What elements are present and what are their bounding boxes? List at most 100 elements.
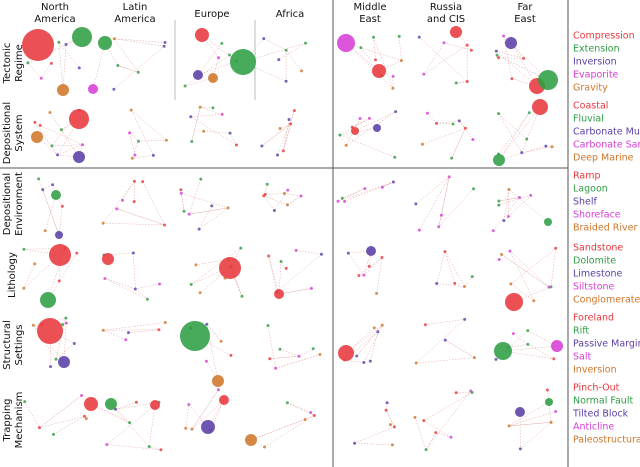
edge [415,176,450,205]
edge [269,356,300,359]
minor-node [465,43,469,47]
edge [90,403,130,423]
minor-node [48,110,52,114]
edge [131,109,167,141]
edge [376,257,383,294]
edge [44,194,57,231]
minor-node [525,137,529,141]
edge [261,123,291,147]
minor-node [132,200,136,204]
edge [373,37,394,89]
edge [230,266,243,297]
edge [276,253,322,292]
node [373,124,381,132]
edge [78,144,83,158]
minor-node [33,262,37,266]
minor-node [164,138,168,142]
node [515,407,525,417]
edge [128,329,159,333]
edge [345,42,394,89]
edge [40,63,52,79]
column-header: East [359,14,381,25]
edge [38,178,60,236]
minor-node [284,79,288,83]
minor-node [147,445,151,449]
minor-node [362,360,366,364]
legend-entry: Conglomerate [573,295,640,306]
minor-node [103,276,107,280]
edge [438,176,450,227]
minor-node [101,221,105,225]
minor-node [126,331,130,335]
legend-entry: Shelf [573,197,598,208]
edge [122,181,135,201]
column-header: America [114,14,155,25]
edge [229,267,243,297]
edge [423,420,452,438]
minor-node [491,229,495,233]
minor-node [112,37,116,41]
minor-node [240,294,244,298]
edge [444,251,456,284]
minor-node [297,354,301,358]
edge [53,416,85,435]
edge [503,189,510,221]
edge [278,261,282,295]
edge [250,415,315,441]
minor-node [228,131,232,135]
edge [104,278,148,300]
edge [106,444,161,451]
node [219,395,229,405]
edge [339,118,370,136]
minor-node [189,115,193,119]
minor-node [210,204,214,208]
minor-node [284,48,288,52]
legend-entry: Lagoon [573,184,608,195]
minor-node [424,448,428,452]
minor-node [128,131,132,135]
row-label: Trapping [2,398,13,442]
legend-entry: Ramp [573,171,601,182]
column-header: and CIS [427,14,465,25]
minor-node [133,287,137,291]
minor-node [159,448,163,452]
edge [206,324,222,342]
edge [148,404,156,447]
node [69,109,89,129]
minor-node [550,145,554,149]
minor-node [358,117,362,121]
minor-node [376,330,380,334]
minor-node [443,250,447,254]
node [532,99,548,115]
edge [342,188,365,199]
minor-node [511,332,515,336]
edge [427,113,437,124]
minor-node [414,202,418,206]
minor-node [343,199,347,203]
legend-entry: Inversion [573,365,617,376]
minor-node [239,246,243,250]
minor-node [508,249,512,253]
minor-node [182,209,186,213]
minor-node [497,203,501,207]
edge [283,110,295,151]
minor-node [134,400,138,404]
minor-node [472,356,476,360]
edge [114,38,139,73]
edge [337,181,394,202]
column-header: Far [517,2,533,13]
minor-node [399,59,403,63]
node [37,318,63,344]
minor-node [129,108,133,112]
minor-node [368,359,372,363]
minor-node [502,219,506,223]
minor-node [101,328,105,332]
row-label: Regime [14,44,25,82]
minor-node [375,291,379,295]
edge [268,255,280,295]
node [544,218,552,226]
minor-node [37,177,41,181]
edge [508,195,531,217]
minor-node [554,246,558,250]
minor-node [183,84,187,88]
